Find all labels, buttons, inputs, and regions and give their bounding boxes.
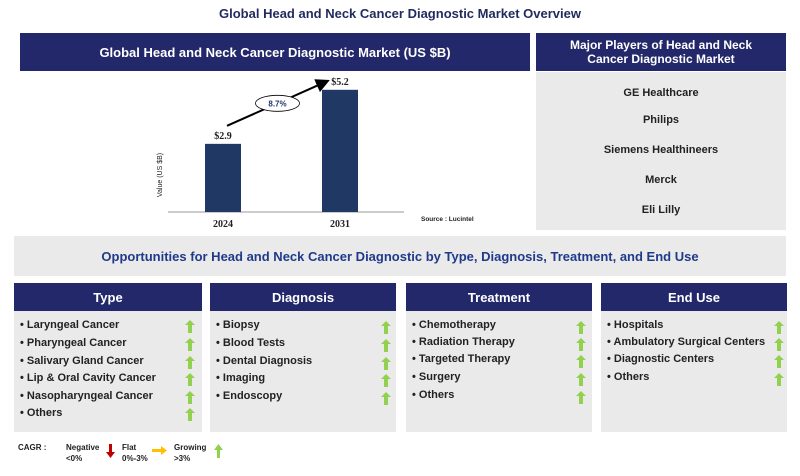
treatment-column-body: • Chemotherapy • Radiation Therapy • Tar… <box>406 311 592 432</box>
growing-arrow-icon <box>381 374 391 387</box>
treatment-item: • Radiation Therapy <box>412 336 515 348</box>
growing-arrow-icon <box>576 355 586 368</box>
x-tick-label: 2024 <box>213 219 233 230</box>
flat-arrow-icon <box>152 446 167 455</box>
legend-negative-label: Negative <box>66 443 100 452</box>
growing-arrow-icon <box>381 321 391 334</box>
legend-growing-label: Growing <box>174 443 207 452</box>
diagnosis-item: • Biopsy <box>216 319 260 331</box>
growing-arrow-icon <box>774 373 784 386</box>
end-use-item: • Others <box>607 371 650 383</box>
legend-growing-range: >3% <box>174 454 191 463</box>
diagnosis-column-body: • Biopsy • Blood Tests • Dental Diagnosi… <box>210 311 396 432</box>
diagnosis-item: • Blood Tests <box>216 337 286 349</box>
bar-2024 <box>205 143 241 212</box>
market-bar-chart: Value (US $B) $2.9 2024 $5.2 2031 8.7% Sour… <box>157 77 474 230</box>
growing-arrow-icon <box>381 357 391 370</box>
diagnosis-item: • Imaging <box>216 372 266 384</box>
type-item: • Salivary Gland Cancer <box>20 355 144 367</box>
treatment-item: • Targeted Therapy <box>412 353 511 365</box>
diagnosis-item: • Dental Diagnosis <box>216 355 313 367</box>
legend-flat-range: 0%-3% <box>122 454 148 463</box>
growing-arrow-icon <box>185 356 195 369</box>
page-title: Global Head and Neck Cancer Diagnostic M… <box>219 6 581 21</box>
legend-cagr-label: CAGR : <box>18 443 47 452</box>
chart-panel-header: Global Head and Neck Cancer Diagnostic M… <box>20 33 530 71</box>
type-item: • Nasopharyngeal Cancer <box>20 390 153 402</box>
bar-2031 <box>322 89 358 212</box>
treatment-item: • Surgery <box>412 371 461 383</box>
y-axis-label: Value (US $B) <box>157 153 164 197</box>
type-item: • Pharyngeal Cancer <box>20 337 127 349</box>
bar-value-label: $2.9 <box>214 131 232 142</box>
type-item: • Lip & Oral Cavity Cancer <box>20 372 156 384</box>
diagnosis-item: • Endoscopy <box>216 390 283 402</box>
growing-arrow-icon <box>774 338 784 351</box>
source-label: Source : Lucintel <box>421 216 474 223</box>
player-item: Eli Lilly <box>641 204 681 216</box>
growing-arrow-icon <box>774 355 784 368</box>
growing-arrow-icon <box>774 321 784 334</box>
legend-negative-range: <0% <box>66 454 83 463</box>
cagr-ellipse <box>255 94 300 112</box>
legend-flat-label: Flat <box>122 443 137 452</box>
type-column-header: Type <box>14 283 202 311</box>
growing-arrow-icon <box>381 339 391 352</box>
end-use-item: • Ambulatory Surgical Centers <box>607 336 766 348</box>
growing-arrow-icon <box>214 444 223 458</box>
players-panel-header: Major Players of Head and Neck Cancer Di… <box>536 33 786 71</box>
type-item: • Laryngeal Cancer <box>20 319 120 331</box>
growing-arrow-icon <box>576 391 586 404</box>
growing-arrow-icon <box>381 392 391 405</box>
cagr-label: 8.7% <box>268 99 286 108</box>
treatment-item: • Chemotherapy <box>412 319 496 331</box>
end-use-item: • Hospitals <box>607 319 664 331</box>
growing-arrow-icon <box>185 391 195 404</box>
growing-arrow-icon <box>185 338 195 351</box>
growing-arrow-icon <box>576 373 586 386</box>
type-item: • Others <box>20 407 63 419</box>
player-item: GE Healthcare <box>623 87 699 99</box>
growing-arrow-icon <box>185 408 195 421</box>
end-use-column-body: • Hospitals • Ambulatory Surgical Center… <box>601 311 787 432</box>
opportunities-title: Opportunities for Head and Neck Cancer D… <box>14 236 786 276</box>
negative-arrow-icon <box>106 444 115 458</box>
growing-arrow-icon <box>185 320 195 333</box>
end-use-column-header: End Use <box>601 283 787 311</box>
growing-arrow-icon <box>185 373 195 386</box>
growing-arrow-icon <box>576 338 586 351</box>
growing-arrow-icon <box>576 321 586 334</box>
end-use-item: • Diagnostic Centers <box>607 353 715 365</box>
type-column-body: • Laryngeal Cancer • Pharyngeal Cancer •… <box>14 311 202 432</box>
players-panel-body <box>536 72 786 230</box>
player-item: Merck <box>645 174 677 186</box>
treatment-column-header: Treatment <box>406 283 592 311</box>
treatment-item: • Others <box>412 389 455 401</box>
player-item: Siemens Healthineers <box>603 144 719 156</box>
diagnosis-column-header: Diagnosis <box>210 283 396 311</box>
bar-value-label: $5.2 <box>331 77 349 88</box>
player-item: Philips <box>642 114 680 126</box>
x-tick-label: 2031 <box>330 219 350 230</box>
